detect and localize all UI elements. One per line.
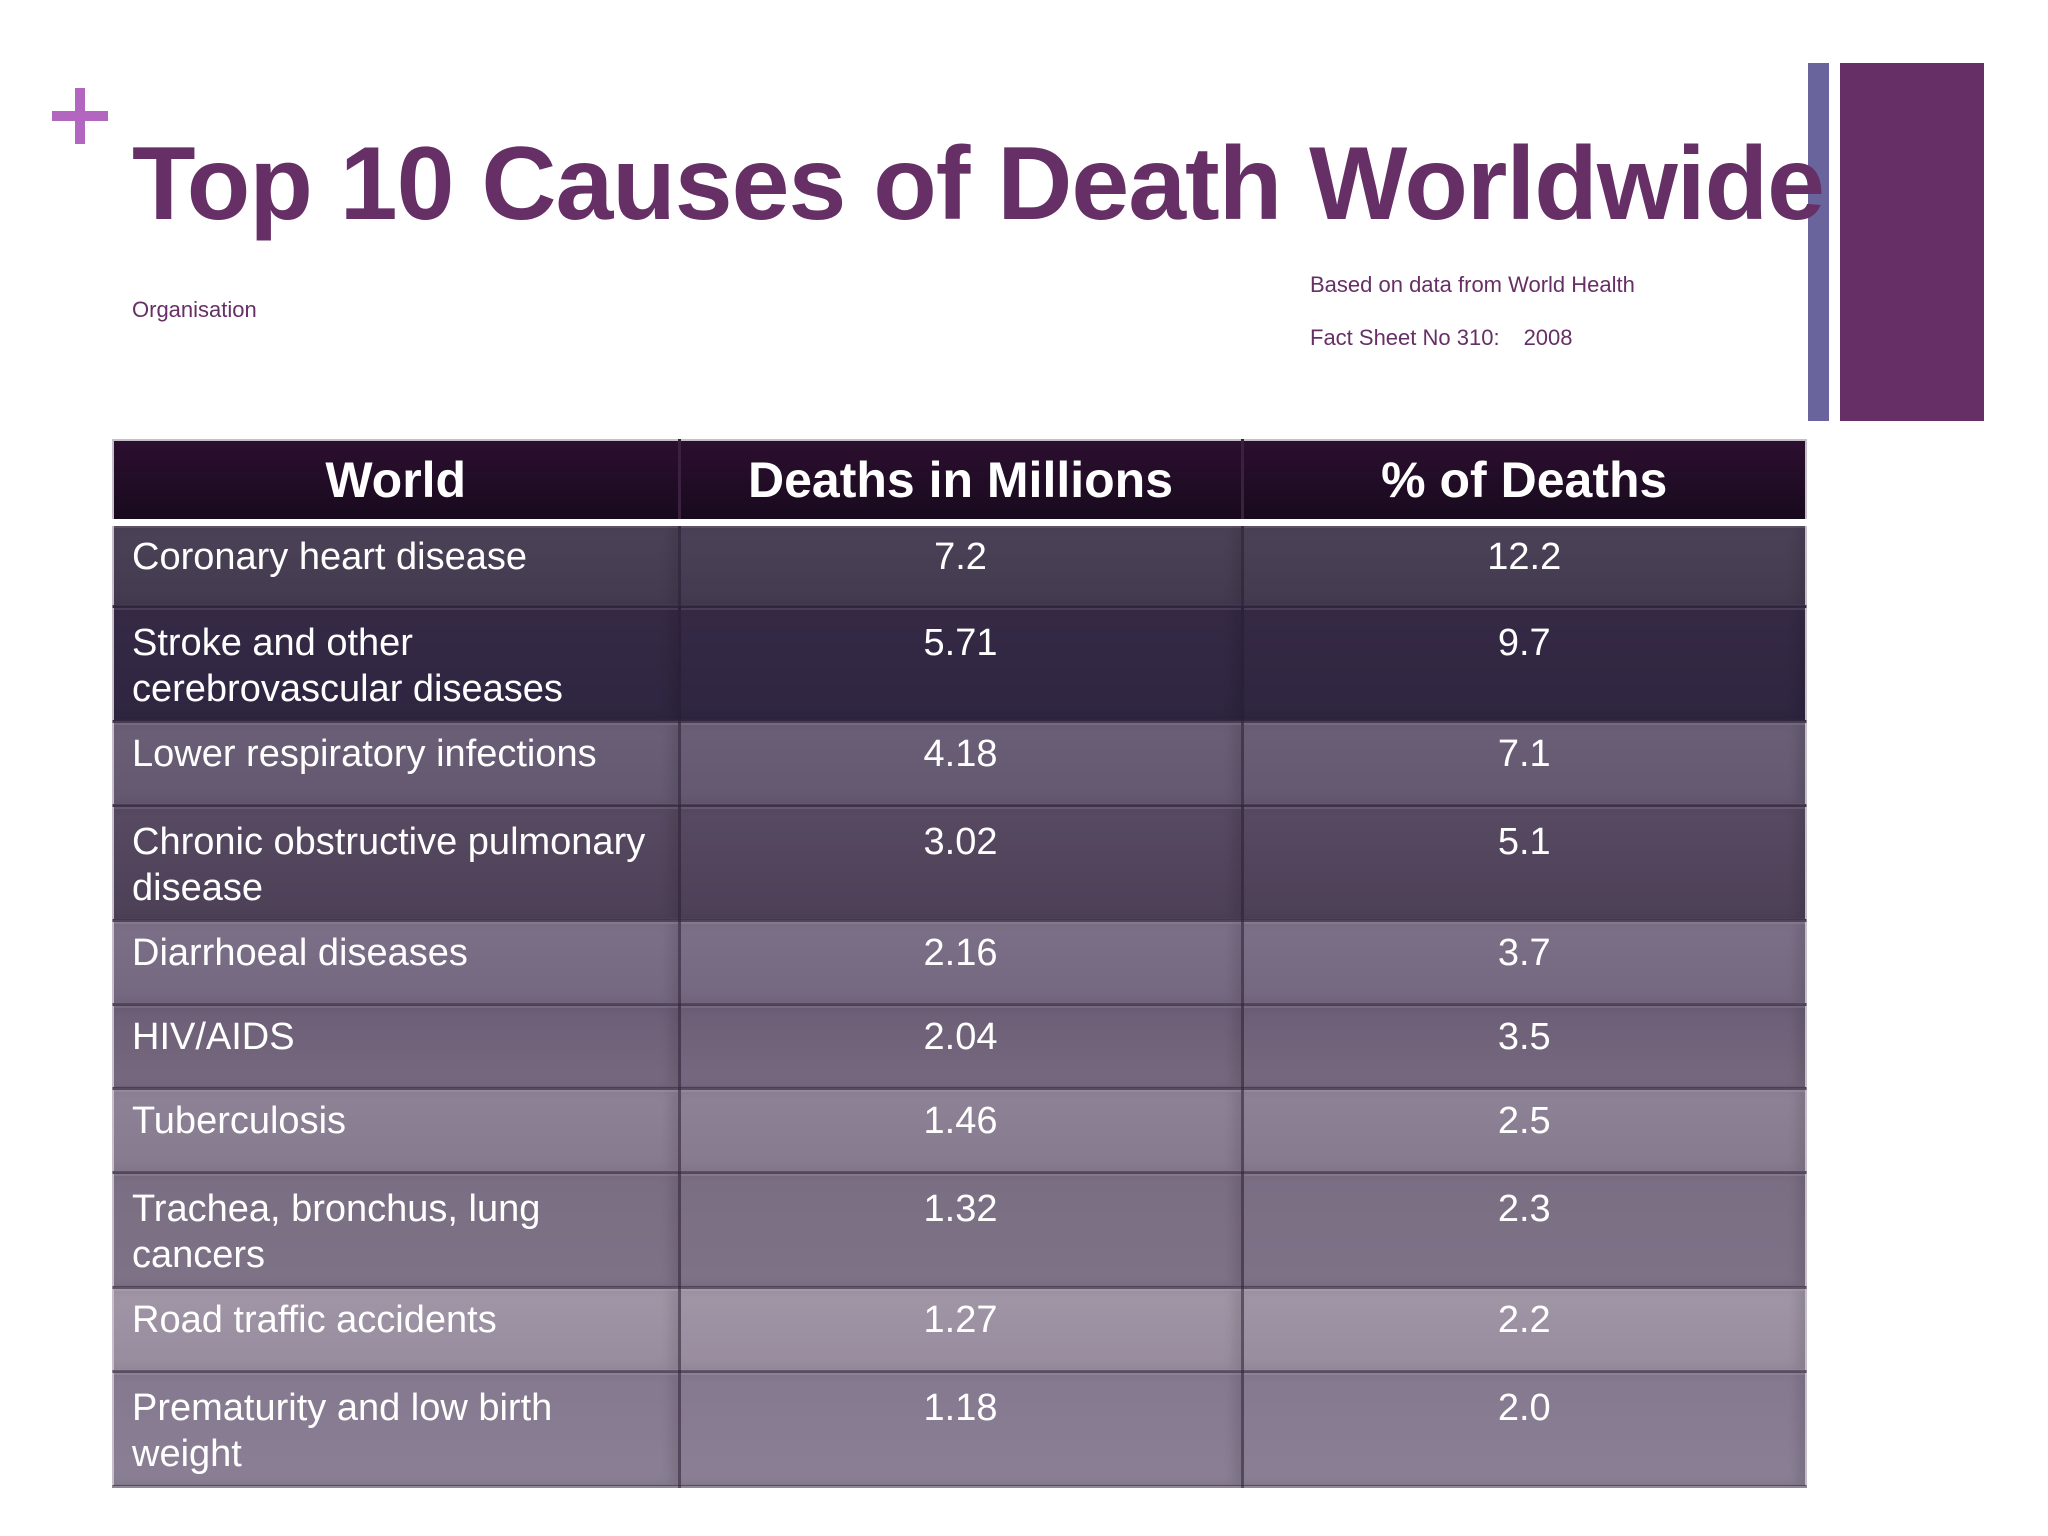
deaths-cell: 1.18 bbox=[679, 1371, 1244, 1488]
plus-icon bbox=[52, 88, 108, 144]
fact-sheet-label: Fact Sheet No 310: bbox=[1310, 325, 1500, 350]
percent-cell: 3.5 bbox=[1242, 1004, 1806, 1090]
cause-cell: Lower respiratory infections bbox=[113, 721, 681, 807]
deaths-cell: 5.71 bbox=[679, 606, 1244, 723]
table-row: HIV/AIDS 2.04 3.5 bbox=[113, 1004, 1806, 1090]
deaths-cell: 1.27 bbox=[679, 1287, 1244, 1373]
fact-sheet-year: 2008 bbox=[1523, 325, 1573, 350]
cause-cell: Prematurity and low birth weight bbox=[113, 1371, 681, 1488]
deaths-cell: 3.02 bbox=[679, 805, 1244, 922]
percent-cell: 3.7 bbox=[1242, 920, 1806, 1006]
table-row: Tuberculosis 1.46 2.5 bbox=[113, 1088, 1806, 1174]
percent-cell: 7.1 bbox=[1242, 721, 1806, 807]
table-row: Trachea, bronchus, lung cancers 1.32 2.3 bbox=[113, 1172, 1806, 1289]
slide-title: Top 10 Causes of Death Worldwide bbox=[132, 126, 1825, 242]
table-row: Coronary heart disease 7.2 12.2 bbox=[113, 522, 1806, 608]
source-note-line1: Based on data from World Health bbox=[1310, 272, 1635, 297]
table-row: Lower respiratory infections 4.18 7.1 bbox=[113, 721, 1806, 807]
cause-cell: Coronary heart disease bbox=[113, 522, 681, 608]
deaths-cell: 7.2 bbox=[679, 522, 1244, 608]
decorative-side-bar-thin bbox=[1808, 63, 1829, 421]
cause-cell: Diarrhoeal diseases bbox=[113, 920, 681, 1006]
deaths-cell: 2.16 bbox=[679, 920, 1244, 1006]
table-row: Road traffic accidents 1.27 2.2 bbox=[113, 1287, 1806, 1373]
cause-cell: Road traffic accidents bbox=[113, 1287, 681, 1373]
table-row: Chronic obstructive pulmonary disease 3.… bbox=[113, 805, 1806, 922]
table-row: Stroke and other cerebrovascular disease… bbox=[113, 606, 1806, 723]
percent-cell: 9.7 bbox=[1242, 606, 1806, 723]
percent-cell: 12.2 bbox=[1242, 522, 1806, 608]
deaths-cell: 1.32 bbox=[679, 1172, 1244, 1289]
percent-cell: 2.3 bbox=[1242, 1172, 1806, 1289]
source-note-line3: Fact Sheet No 310: 2008 bbox=[1310, 324, 1573, 352]
cause-cell: HIV/AIDS bbox=[113, 1004, 681, 1090]
table-row: Prematurity and low birth weight 1.18 2.… bbox=[113, 1371, 1806, 1488]
percent-cell: 2.5 bbox=[1242, 1088, 1806, 1174]
table-header-row: World Deaths in Millions % of Deaths bbox=[113, 440, 1806, 526]
cause-cell: Tuberculosis bbox=[113, 1088, 681, 1174]
decorative-side-bar-wide bbox=[1840, 63, 1984, 421]
deaths-cell: 1.46 bbox=[679, 1088, 1244, 1174]
causes-of-death-table: World Deaths in Millions % of Deaths Cor… bbox=[112, 439, 1807, 1488]
cause-cell: Stroke and other cerebrovascular disease… bbox=[113, 606, 681, 723]
deaths-cell: 2.04 bbox=[679, 1004, 1244, 1090]
table-row: Diarrhoeal diseases 2.16 3.7 bbox=[113, 920, 1806, 1006]
percent-cell: 2.0 bbox=[1242, 1371, 1806, 1488]
percent-cell: 5.1 bbox=[1242, 805, 1806, 922]
deaths-cell: 4.18 bbox=[679, 721, 1244, 807]
column-header-deaths: Deaths in Millions bbox=[679, 440, 1244, 526]
percent-cell: 2.2 bbox=[1242, 1287, 1806, 1373]
cause-cell: Trachea, bronchus, lung cancers bbox=[113, 1172, 681, 1289]
column-header-percent: % of Deaths bbox=[1242, 440, 1806, 526]
source-note-line2: Organisation bbox=[132, 297, 257, 322]
column-header-world: World bbox=[113, 440, 681, 526]
cause-cell: Chronic obstructive pulmonary disease bbox=[113, 805, 681, 922]
